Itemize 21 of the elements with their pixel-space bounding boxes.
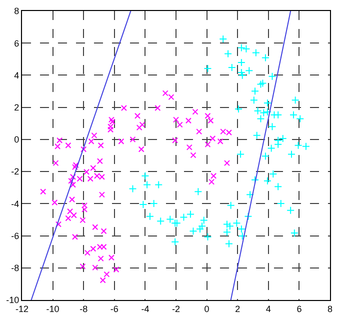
x-tick-label: -6 <box>110 304 118 314</box>
y-tick-label: -6 <box>11 230 20 241</box>
y-tick-label: 8 <box>14 6 20 16</box>
x-tick-label: -4 <box>141 304 150 314</box>
x-tick-label: -12 <box>15 304 29 314</box>
y-tick-label: -10 <box>6 295 20 306</box>
x-tick-label: 4 <box>266 304 271 314</box>
x-tick-label: -2 <box>172 304 180 314</box>
x-tick-label: 0 <box>204 304 210 314</box>
x-tick-label: -10 <box>46 304 60 314</box>
x-tick-label: 6 <box>296 304 302 314</box>
x-tick-label: 2 <box>235 304 240 314</box>
y-tick-label: 4 <box>14 70 20 80</box>
x-tick-label: -8 <box>80 304 88 314</box>
y-tick-label: 6 <box>14 38 20 48</box>
x-tick-label: 8 <box>327 304 333 314</box>
y-tick-label: 0 <box>14 134 20 145</box>
y-tick-label: -2 <box>11 166 20 177</box>
y-tick-label: -8 <box>11 263 20 274</box>
y-tick-label: 2 <box>14 102 20 112</box>
y-tick-label: -4 <box>11 198 20 209</box>
